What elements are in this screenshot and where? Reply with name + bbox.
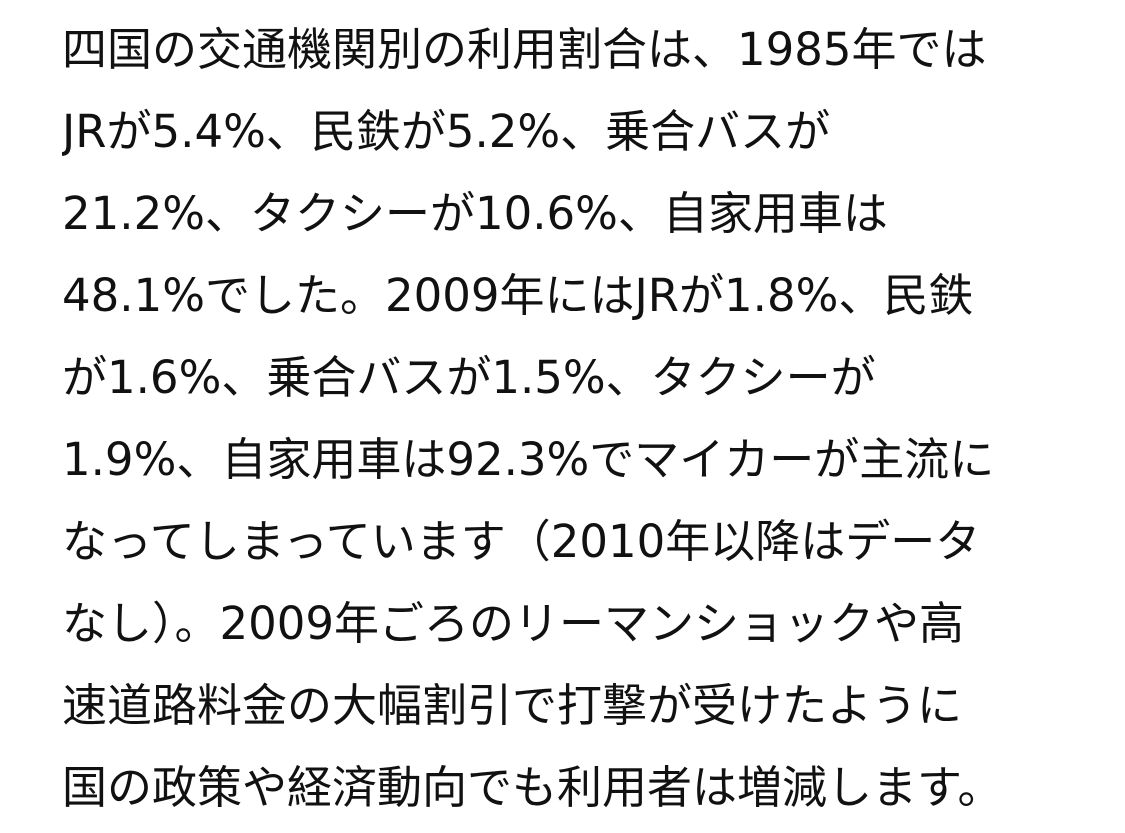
text-line: 国の政策や経済動向でも利用者は増減します。 [62, 761, 1003, 814]
text-line: 21.2%、タクシーが10.6%、自家用車は [62, 187, 888, 240]
text-line: なってしまっています（2010年以降はデータ [62, 515, 981, 568]
text-line: 四国の交通機関別の利用割合は、1985年では [62, 23, 987, 76]
text-line: が1.6%、乗合バスが1.5%、タクシーが [62, 351, 876, 404]
text-line: 1.9%、自家用車は92.3%でマイカーが主流に [62, 433, 995, 486]
text-line: JRが5.4%、民鉄が5.2%、乗合バスが [62, 105, 831, 158]
text-line: なし）。2009年ごろのリーマンショックや高 [62, 597, 965, 650]
text-line: 速道路料金の大幅割引で打撃が受けたように [62, 679, 963, 732]
text-line: 48.1%でした。2009年にはJRが1.8%、民鉄 [62, 269, 974, 322]
paragraph: 四国の交通機関別の利用割合は、1985年では JRが5.4%、民鉄が5.2%、乗合… [62, 9, 1112, 829]
